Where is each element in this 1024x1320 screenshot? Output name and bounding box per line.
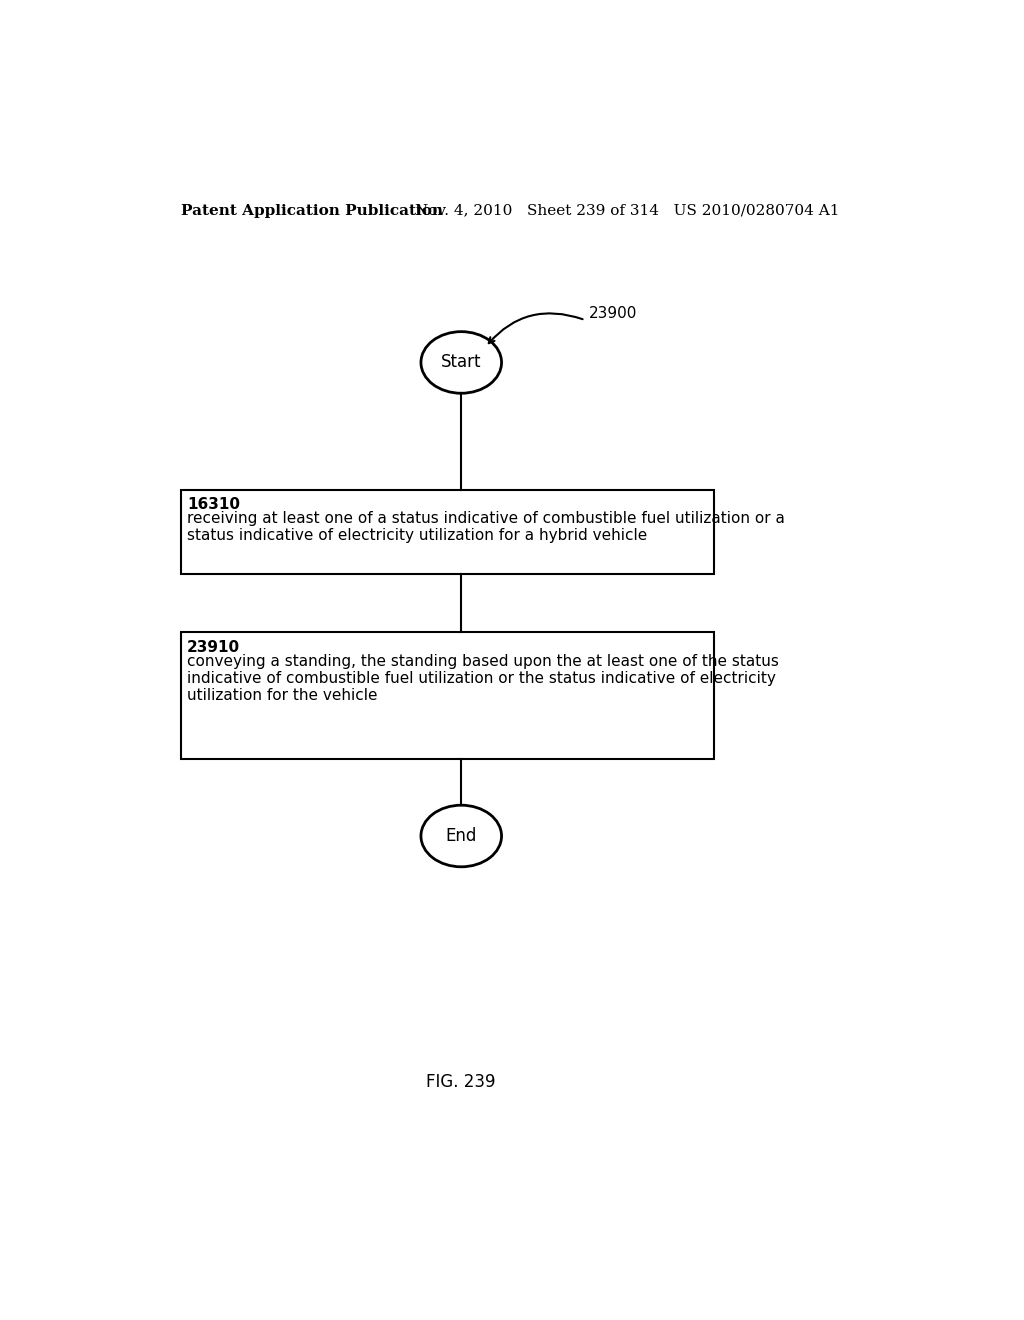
Text: End: End xyxy=(445,828,477,845)
Text: Nov. 4, 2010   Sheet 239 of 314   US 2010/0280704 A1: Nov. 4, 2010 Sheet 239 of 314 US 2010/02… xyxy=(415,203,840,218)
Text: 23910: 23910 xyxy=(187,640,240,655)
Text: Start: Start xyxy=(441,354,481,371)
Text: 23900: 23900 xyxy=(589,306,638,322)
Text: conveying a standing, the standing based upon the at least one of the status
ind: conveying a standing, the standing based… xyxy=(187,653,779,704)
Text: receiving at least one of a status indicative of combustible fuel utilization or: receiving at least one of a status indic… xyxy=(187,511,784,544)
FancyBboxPatch shape xyxy=(180,632,714,759)
Text: 16310: 16310 xyxy=(187,498,240,512)
FancyBboxPatch shape xyxy=(180,490,714,574)
Text: FIG. 239: FIG. 239 xyxy=(427,1073,496,1092)
Text: Patent Application Publication: Patent Application Publication xyxy=(180,203,442,218)
